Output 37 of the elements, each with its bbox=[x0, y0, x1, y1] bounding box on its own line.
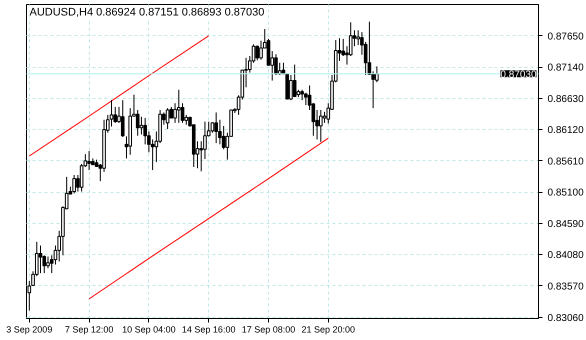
ref-line-label: 0.87030 bbox=[500, 69, 537, 80]
line-series bbox=[28, 35, 210, 156]
x-tick-label: 10 Sep 04:00 bbox=[122, 324, 176, 334]
x-tick-label: 3 Sep 2009 bbox=[6, 324, 52, 334]
candlestick bbox=[259, 40, 263, 60]
candlestick bbox=[136, 109, 140, 136]
candlestick bbox=[166, 108, 170, 130]
y-tick-label: 0.85100 bbox=[548, 188, 584, 199]
candlestick bbox=[214, 112, 218, 144]
chart-title: AUDUSD,H4 0.86924 0.87151 0.86893 0.87030 bbox=[30, 6, 264, 18]
y-tick-label: 0.83570 bbox=[548, 281, 584, 292]
candlestick bbox=[292, 64, 296, 98]
y-tick-label: 0.86630 bbox=[548, 94, 584, 105]
candlestick bbox=[322, 111, 326, 124]
y-tick-label: 0.87650 bbox=[548, 31, 584, 42]
candlestick bbox=[140, 116, 144, 136]
candlestick bbox=[120, 100, 125, 138]
y-tick-label: 0.84080 bbox=[548, 250, 584, 262]
candlestick bbox=[289, 74, 293, 101]
candlestick bbox=[87, 150, 91, 171]
candlestick bbox=[46, 256, 50, 269]
candlestick bbox=[319, 109, 323, 142]
x-tick-label: 14 Sep 16:00 bbox=[182, 324, 236, 334]
x-tick-label: 21 Sep 20:00 bbox=[302, 324, 356, 334]
candlestick bbox=[72, 174, 76, 194]
candlestick bbox=[38, 245, 42, 274]
candlestick bbox=[356, 30, 360, 46]
y-tick-label: 0.87140 bbox=[548, 62, 584, 74]
x-tick-label: 17 Sep 08:00 bbox=[242, 324, 296, 334]
y-tick-label: 0.84590 bbox=[548, 218, 584, 230]
line-series bbox=[88, 138, 329, 300]
y-tick-label: 0.86120 bbox=[548, 125, 584, 136]
candlestick bbox=[176, 89, 181, 124]
y-tick-label: 0.85610 bbox=[548, 156, 584, 168]
y-tick-label: 0.83060 bbox=[548, 312, 584, 324]
candlestick bbox=[300, 89, 304, 101]
x-tick-label: 7 Sep 12:00 bbox=[64, 324, 114, 334]
